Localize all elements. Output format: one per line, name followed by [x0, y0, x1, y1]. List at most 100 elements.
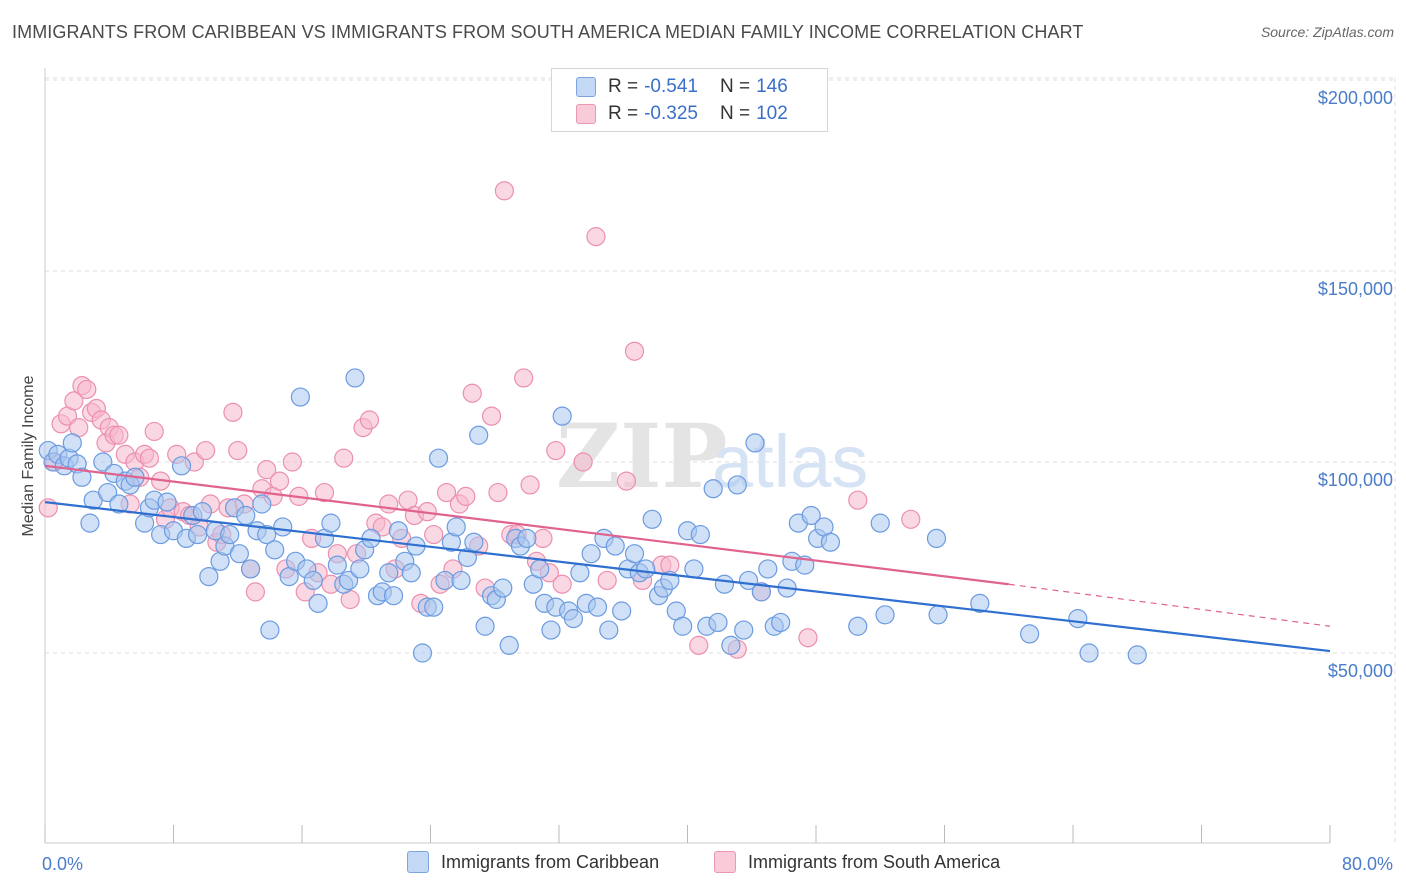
- caribbean-point: [587, 597, 608, 617]
- tick-labels: $50,000 $100,000 $150,000 $200,000 0.0% 80.0%: [42, 88, 1393, 874]
- south-america-point: [139, 448, 160, 468]
- caribbean-point: [157, 492, 177, 512]
- caribbean-point: [541, 620, 561, 640]
- caribbean-point: [721, 635, 741, 655]
- caribbean-point: [734, 620, 754, 640]
- caribbean-point: [684, 559, 704, 579]
- south-america-point: [257, 460, 277, 480]
- bottom-legend-south-america: Immigrants from South America: [714, 851, 1000, 873]
- caribbean-point: [636, 559, 656, 579]
- caribbean-point: [1068, 609, 1088, 629]
- caribbean-point: [109, 494, 129, 514]
- caribbean-point: [345, 368, 365, 388]
- bottom-legend-caribbean: Immigrants from Caribbean: [407, 851, 659, 873]
- legend-n-value: 146: [756, 76, 788, 97]
- x-tick-label: 0.0%: [42, 854, 83, 874]
- south-america-point: [586, 227, 606, 247]
- south-america-point: [269, 471, 290, 491]
- caribbean-point: [379, 563, 399, 583]
- caribbean-point: [758, 559, 778, 579]
- caribbean-point: [530, 559, 550, 579]
- caribbean-point: [517, 528, 537, 549]
- caribbean-point: [708, 612, 728, 633]
- south-america-point: [223, 402, 243, 422]
- caribbean-point: [690, 524, 710, 545]
- caribbean-point: [220, 524, 240, 545]
- caribbean-trend-line: [44, 501, 1331, 653]
- south-america-trend-extension: [1008, 583, 1331, 627]
- caribbean-point: [401, 563, 421, 583]
- caribbean-swatch: [576, 77, 596, 97]
- south-america-point: [228, 440, 248, 461]
- caribbean-point: [642, 509, 662, 529]
- south-america-point: [379, 494, 399, 514]
- caribbean-point: [599, 620, 619, 640]
- caribbean-point: [928, 605, 948, 625]
- south-america-point: [546, 440, 566, 461]
- caribbean-point: [350, 559, 370, 579]
- caribbean-point: [273, 517, 293, 537]
- legend: R = -0.541 N = 146 R = -0.325 N = 102: [551, 68, 828, 132]
- south-america-point: [488, 482, 508, 503]
- south-america-point: [520, 475, 540, 495]
- caribbean-point: [171, 456, 192, 476]
- legend-r-value: -0.325: [644, 103, 698, 124]
- caribbean-point: [62, 433, 82, 453]
- legend-row-caribbean: R = -0.541 N = 146: [576, 74, 788, 100]
- south-america-point: [798, 628, 818, 648]
- south-america-point: [597, 570, 617, 591]
- south-america-point: [462, 383, 482, 403]
- caribbean-point: [926, 528, 947, 549]
- caribbean-point: [428, 448, 449, 468]
- caribbean-point: [80, 513, 100, 533]
- south-america-point: [848, 490, 868, 510]
- caribbean-point: [290, 387, 310, 407]
- caribbean-point: [493, 578, 513, 598]
- south-america-point: [334, 448, 354, 468]
- south-america-point: [64, 391, 84, 411]
- caribbean-point: [252, 494, 272, 514]
- south-america-point: [436, 482, 457, 503]
- bottom-legend-caribbean-label: Immigrants from Caribbean: [441, 851, 660, 872]
- south-america-point: [533, 528, 553, 549]
- caribbean-point: [703, 479, 723, 499]
- south-america-point: [196, 440, 216, 461]
- caribbean-point: [321, 513, 341, 533]
- caribbean-point: [383, 586, 404, 606]
- caribbean-point: [451, 570, 471, 591]
- caribbean-point: [72, 467, 92, 487]
- caribbean-point: [308, 593, 328, 613]
- chart-title: IMMIGRANTS FROM CARIBBEAN VS IMMIGRANTS …: [12, 22, 1084, 42]
- caribbean-point: [624, 544, 645, 564]
- caribbean-point: [875, 605, 895, 625]
- south-america-swatch: [714, 851, 736, 873]
- south-america-point: [144, 421, 164, 442]
- south-america-point: [481, 406, 502, 426]
- caribbean-point: [1079, 643, 1099, 663]
- caribbean-point: [605, 536, 625, 556]
- caribbean-point: [303, 570, 323, 591]
- y-tick-label: $50,000: [1328, 661, 1393, 681]
- south-america-point: [624, 341, 645, 361]
- caribbean-point: [612, 601, 632, 621]
- south-america-point: [514, 368, 534, 388]
- legend-n-label: N =: [719, 76, 751, 97]
- caribbean-point: [673, 616, 693, 636]
- x-tick-label: 80.0%: [1342, 854, 1393, 874]
- south-america-point: [573, 452, 593, 472]
- south-america-point: [552, 574, 572, 594]
- caribbean-point: [187, 524, 208, 545]
- y-tick-label: $200,000: [1318, 88, 1393, 108]
- south-america-point: [245, 582, 266, 602]
- legend-r-label: R =: [608, 103, 639, 124]
- south-america-point: [282, 452, 302, 472]
- south-america-trend-line: [44, 464, 1009, 586]
- caribbean-point: [581, 544, 601, 564]
- y-axis-title: Median Family Income: [20, 375, 37, 536]
- caribbean-point: [970, 593, 990, 613]
- caribbean-swatch: [407, 851, 429, 873]
- caribbean-point: [552, 406, 572, 426]
- caribbean-point: [469, 425, 489, 445]
- caribbean-point: [424, 597, 444, 617]
